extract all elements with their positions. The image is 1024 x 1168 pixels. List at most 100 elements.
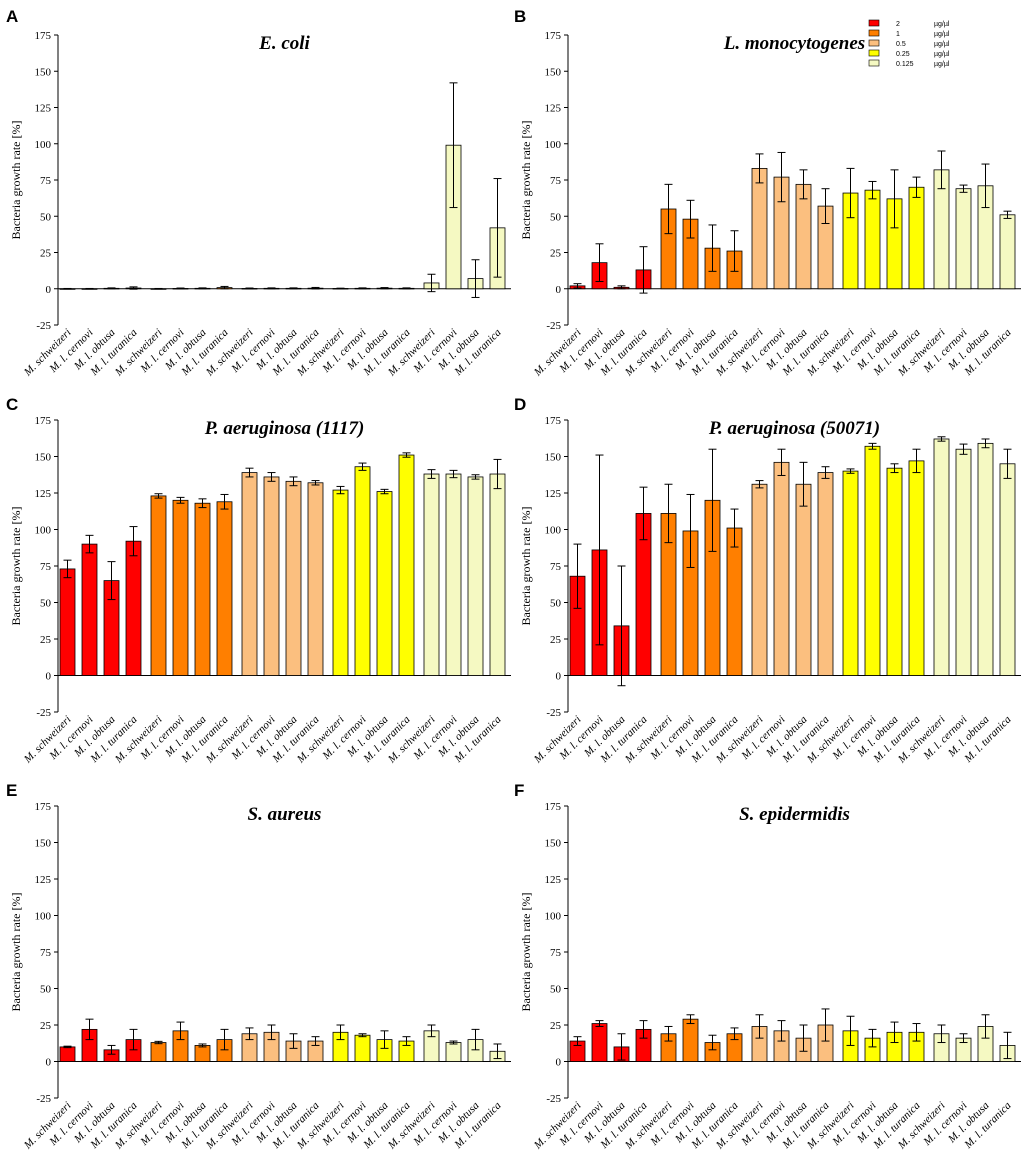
panel-letter: C [6,395,18,414]
bar [59,1046,76,1062]
y-tick-label: 0 [556,284,562,296]
y-tick-label: 125 [35,103,52,115]
y-tick-label: 50 [550,598,562,610]
bar [194,1045,211,1062]
bar [842,470,859,676]
y-tick-label: 25 [40,248,52,260]
y-tick-label: 125 [35,874,52,886]
bar [216,501,233,676]
bar [81,543,98,676]
y-tick-label: -25 [546,320,561,332]
legend-unit: µg/µl [934,31,950,38]
bar [354,466,371,676]
bar [886,467,903,676]
y-tick-label: 25 [40,634,52,646]
y-tick-label: 50 [40,984,52,996]
bar [423,473,440,676]
y-axis-label: Bacteria growth rate [%] [519,507,533,626]
chart-title: E. coli [258,33,310,54]
legend-swatch [868,19,880,27]
y-tick-label: 0 [46,671,52,683]
legend-swatch [868,49,880,57]
bar [354,1034,371,1062]
y-tick-label: 50 [550,984,562,996]
bar [467,476,484,676]
y-tick-label: -25 [36,707,51,719]
y-axis-label: Bacteria growth rate [%] [519,121,533,240]
bar [194,502,211,676]
y-tick-label: 50 [40,598,52,610]
y-tick-label: 50 [40,211,52,223]
bar [955,188,972,290]
y-tick-label: -25 [546,1093,561,1105]
panel-letter: D [514,395,526,414]
panel-letter: A [6,7,18,26]
bar [489,473,506,676]
legend-label: 0.25 [896,51,910,58]
legend-unit: µg/µl [934,51,950,58]
bar [307,482,324,676]
bar [795,483,812,676]
y-tick-label: 175 [35,415,52,427]
y-tick-label: 75 [550,175,562,187]
legend-unit: µg/µl [934,61,950,68]
y-tick-label: 75 [550,561,562,573]
y-tick-label: 175 [545,801,562,813]
legend-label: 2 [896,21,900,28]
y-tick-label: 150 [545,452,562,464]
bar [999,463,1016,676]
y-tick-label: 0 [46,284,52,296]
y-tick-label: 100 [35,139,52,151]
legend-label: 0.125 [896,61,914,68]
y-axis-label: Bacteria growth rate [%] [9,893,23,1012]
y-tick-label: 125 [545,103,562,115]
y-tick-label: 100 [545,911,562,923]
chart-title: S. epidermidis [739,804,850,825]
y-tick-label: -25 [36,320,51,332]
bar [933,438,950,676]
bar [817,472,834,676]
y-tick-label: 175 [545,415,562,427]
bar [977,442,994,676]
bar [751,167,768,290]
chart-panel-f: F S. epidermidis Bacteria growth rate [%] -… [514,781,1021,1152]
y-tick-label: 25 [40,1020,52,1032]
bar [908,460,925,676]
chart-title: S. aureus [248,804,322,825]
bar [59,568,76,676]
y-tick-label: -25 [36,1093,51,1105]
chart-title: P. aeruginosa (1117) [204,418,365,439]
bar [795,183,812,290]
y-tick-label: 75 [40,947,52,959]
y-tick-label: 25 [550,1020,562,1032]
bar [773,461,790,676]
bar [591,1023,608,1062]
y-tick-label: 0 [556,671,562,683]
y-axis-label: Bacteria growth rate [%] [519,893,533,1012]
y-tick-label: 0 [556,1057,562,1069]
bar [682,1018,699,1062]
bar [908,186,925,290]
y-tick-label: 150 [545,838,562,850]
y-tick-label: 75 [40,561,52,573]
bar [150,495,167,676]
bar [332,489,349,676]
y-tick-label: 175 [35,30,52,42]
y-tick-label: -25 [546,707,561,719]
panel-letter: B [514,7,526,26]
y-tick-label: 100 [545,525,562,537]
bar [445,1042,462,1062]
bar [172,499,189,676]
y-tick-label: 100 [35,911,52,923]
y-tick-label: 25 [550,248,562,260]
bar [864,445,881,676]
bar [263,476,280,676]
bar [955,448,972,676]
y-tick-label: 125 [35,488,52,500]
legend: 2 µg/µl 1 µg/µl 0.5 µg/µl 0.25 µg/µl 0.125 µg/µl [868,19,950,68]
legend-label: 1 [896,31,900,38]
chart-panel-e: E S. aureus Bacteria growth rate [%] -25 0 25… [6,781,511,1152]
panel-letter: E [6,781,17,800]
legend-label: 0.5 [896,41,906,48]
